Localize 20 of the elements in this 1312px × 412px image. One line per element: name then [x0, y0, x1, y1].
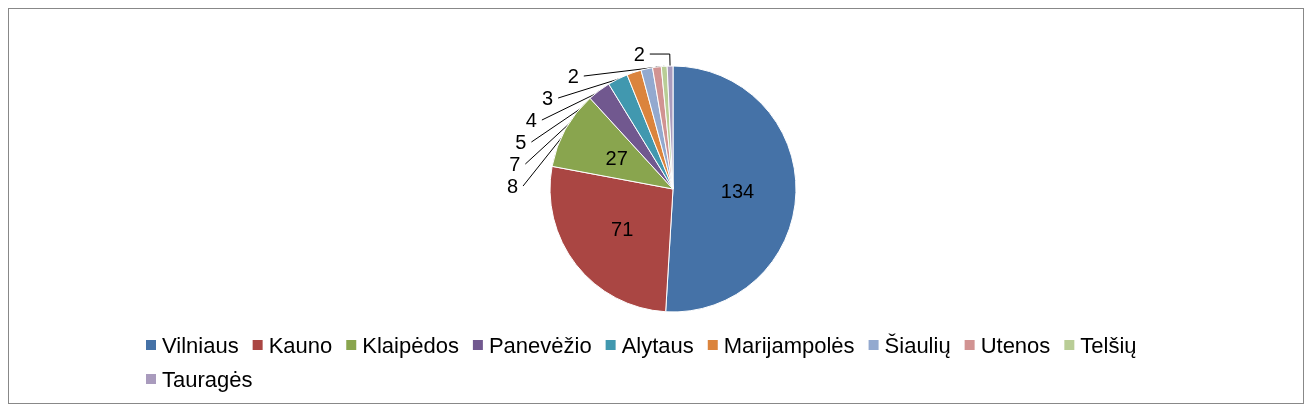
- data-label: 7: [509, 153, 521, 176]
- data-label: 71: [611, 217, 634, 240]
- data-label: 3: [541, 87, 554, 110]
- legend-label: Marijampolės: [723, 332, 855, 358]
- data-label: 5: [515, 131, 527, 154]
- data-label: 27: [605, 146, 628, 169]
- data-label: 8: [506, 175, 519, 198]
- data-label: 2: [567, 65, 579, 88]
- legend-label: Panevėžio: [488, 332, 592, 358]
- data-label: 134: [720, 179, 755, 202]
- legend-label: Telšių: [1080, 332, 1137, 358]
- legend-label: Šiaulių: [884, 332, 951, 358]
- data-label: 2: [633, 43, 645, 66]
- legend-label: Utenos: [980, 332, 1051, 358]
- legend-label: Tauragės: [162, 366, 253, 392]
- legend-label: Klaipėdos: [362, 332, 459, 358]
- legend-label: Kauno: [268, 332, 333, 358]
- legend-label: Alytaus: [621, 332, 694, 358]
- legend-label: Vilniaus: [162, 332, 239, 358]
- data-label: 4: [525, 109, 537, 132]
